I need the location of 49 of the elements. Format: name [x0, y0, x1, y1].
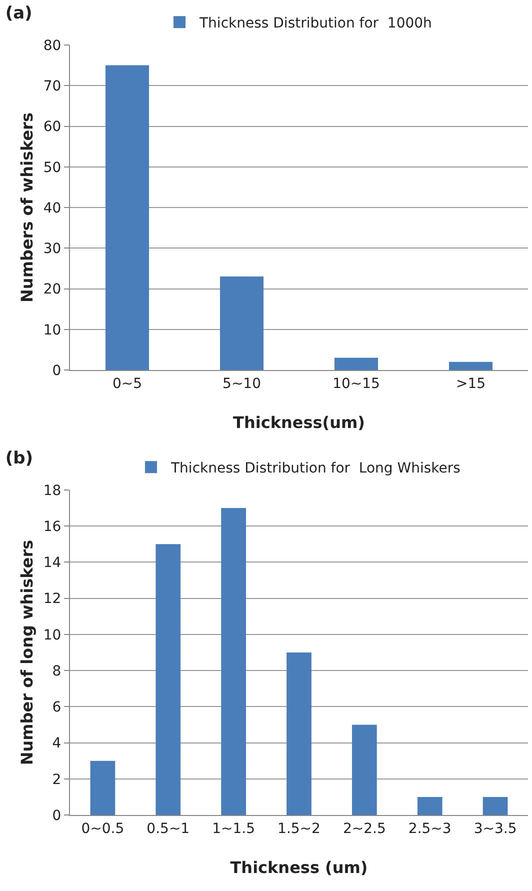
y-tick-label: 80 [43, 38, 62, 54]
bar [482, 796, 508, 815]
bar [417, 796, 442, 815]
legend-label: Thickness Distribution for 1000h [198, 16, 432, 32]
bar [106, 65, 150, 370]
y-tick-label: 0 [52, 808, 62, 824]
bar [286, 652, 312, 815]
y-axis-title: Number of long whiskers [17, 540, 36, 766]
y-axis-title: Numbers of whiskers [17, 112, 36, 302]
y-tick-label: 40 [43, 200, 62, 216]
y-tick-label: 12 [43, 591, 62, 608]
x-tick-label: 1~1.5 [212, 820, 256, 837]
x-tick-label: 0~5 [112, 376, 142, 392]
x-tick-label: 3~3.5 [474, 820, 517, 837]
x-tick-label: 0~0.5 [81, 820, 124, 837]
y-tick-label: 10 [43, 627, 62, 644]
x-axis-title: Thickness (um) [230, 858, 368, 877]
y-tick-label: 60 [43, 119, 62, 136]
y-tick-label: 14 [43, 555, 62, 572]
y-tick-label: 6 [52, 700, 62, 716]
chart-title: (b) [5, 448, 34, 469]
y-tick-label: 8 [52, 663, 62, 680]
y-tick-label: 10 [43, 322, 62, 338]
bar [90, 760, 116, 815]
y-tick-label: 50 [43, 160, 62, 176]
bar [334, 358, 378, 370]
bar [220, 276, 264, 370]
legend-label: Thickness Distribution for Long Whiskers [170, 460, 460, 477]
y-tick-label: 30 [43, 241, 62, 258]
bar [221, 508, 246, 815]
y-tick-label: 0 [52, 362, 62, 379]
x-tick-label: 1.5~2 [278, 820, 320, 837]
x-tick-label: >15 [456, 376, 486, 392]
y-tick-label: 20 [43, 282, 62, 298]
bar [352, 724, 377, 815]
y-tick-label: 16 [43, 519, 62, 536]
x-tick-label: 0.5~1 [146, 820, 190, 837]
x-tick-label: 5~10 [222, 376, 261, 392]
x-tick-label: 10~15 [332, 376, 380, 392]
x-axis-title: Thickness(um) [233, 413, 365, 432]
x-tick-label: 2.5~3 [408, 820, 452, 837]
y-tick-label: 2 [52, 772, 62, 788]
y-tick-label: 18 [43, 482, 62, 499]
y-tick-label: 70 [43, 78, 62, 95]
bar [156, 544, 181, 815]
x-tick-label: 2~2.5 [342, 820, 386, 837]
bar [449, 362, 493, 370]
y-tick-label: 4 [52, 736, 62, 752]
chart-title: (a) [5, 4, 32, 24]
